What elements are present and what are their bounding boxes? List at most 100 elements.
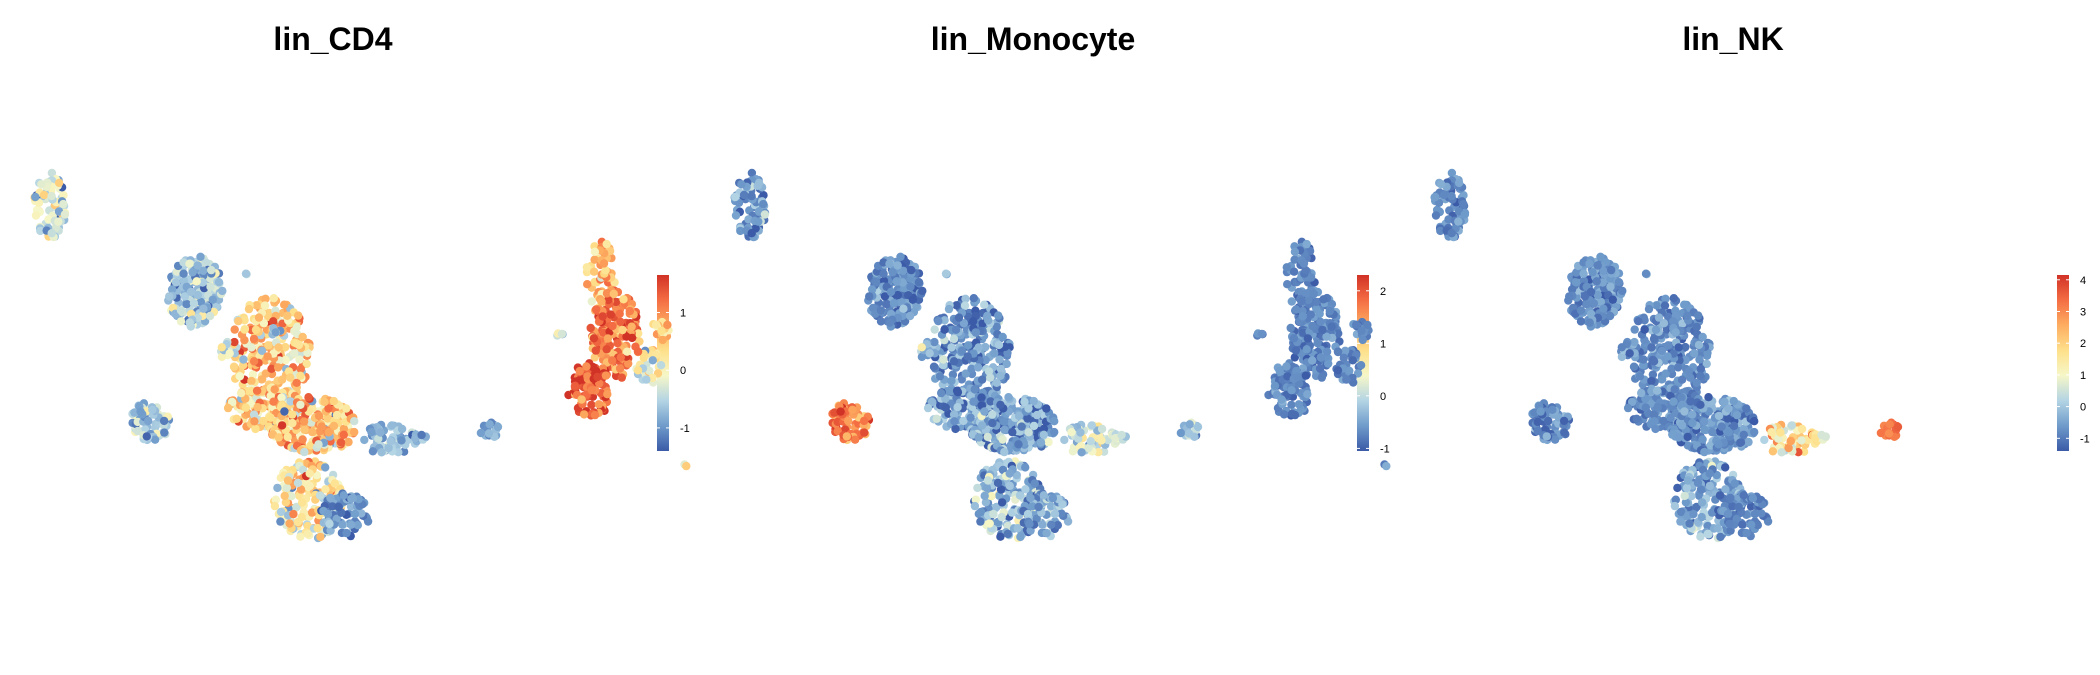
scatter-point [996, 371, 1005, 380]
scatter-point [1729, 396, 1739, 406]
scatter-point [1097, 436, 1106, 445]
scatter-point [47, 191, 56, 201]
scatter-point [1076, 428, 1085, 437]
scatter-point [1750, 427, 1759, 437]
scatter-point [1787, 421, 1797, 430]
scatter-point [1303, 334, 1313, 343]
scatter-point [1659, 416, 1668, 426]
scatter-point [302, 359, 311, 369]
scatter-point [953, 403, 962, 412]
scatter-point [1283, 280, 1292, 289]
scatter-point [1287, 386, 1296, 395]
scatter-point [277, 375, 287, 384]
scatter-point [1747, 520, 1756, 529]
scatter-point [280, 300, 289, 309]
scatter-point [300, 425, 309, 434]
scatter-point [994, 340, 1004, 350]
colorbar-tick-label: 2 [1380, 286, 1386, 298]
scatter-point [251, 325, 261, 334]
scatter-point [251, 424, 260, 434]
scatter-point [625, 306, 634, 316]
scatter-point [998, 435, 1007, 444]
scatter-point [1641, 403, 1651, 412]
scatter-point [1193, 422, 1203, 432]
scatter-point [274, 343, 283, 352]
scatter-point [1632, 414, 1641, 423]
scatter-point [294, 311, 303, 320]
scatter-point [1565, 292, 1574, 301]
scatter-point [1270, 381, 1280, 390]
scatter-point [350, 417, 359, 426]
scatter-point [1673, 483, 1682, 493]
scatter-point [577, 395, 586, 404]
scatter-point [1725, 519, 1734, 529]
colorbar-tick-label: 0 [2080, 402, 2086, 414]
scatter-point [338, 520, 347, 529]
scatter-point [346, 502, 356, 511]
scatter-point [973, 483, 982, 493]
scatter-point [1714, 440, 1723, 449]
scatter-point [317, 422, 326, 431]
scatter-point [339, 430, 348, 439]
scatter-point [633, 366, 643, 375]
colorbar-tick-label: 0 [1380, 391, 1386, 403]
scatter-point [180, 292, 190, 301]
scatter-point [350, 509, 360, 519]
scatter-point [296, 364, 305, 374]
scatter-point [281, 342, 290, 352]
scatter-point [1634, 317, 1643, 326]
scatter-point [1291, 305, 1301, 314]
scatter-point [1688, 410, 1697, 419]
scatter-point [295, 355, 304, 364]
scatter-point [1005, 481, 1014, 491]
scatter-point [214, 278, 224, 287]
scatter-points [30, 168, 503, 543]
scatter-point [277, 421, 287, 430]
scatter-point [1047, 520, 1056, 529]
scatter-point [298, 332, 307, 342]
scatter-point [927, 397, 937, 407]
scatter-point [1677, 421, 1687, 430]
scatter-point [759, 199, 768, 209]
scatter-point [159, 416, 169, 426]
scatter-point [257, 375, 266, 384]
scatter-point [1715, 491, 1725, 500]
scatter-point [270, 385, 279, 394]
scatter-point [288, 418, 297, 428]
scatter-point [1742, 404, 1751, 413]
scatter-point [1060, 435, 1069, 445]
scatter-point [760, 210, 770, 219]
scatter-point [1576, 317, 1586, 326]
scatter-point [997, 512, 1006, 522]
scatter-point [1039, 491, 1049, 500]
scatter-point [739, 190, 749, 200]
scatter-point [986, 397, 995, 406]
scatter-point [963, 352, 972, 361]
scatter-point [951, 424, 960, 434]
scatter-point [292, 322, 301, 332]
scatter-point [148, 405, 157, 414]
scatter-point [959, 416, 968, 426]
scatter-point [1721, 463, 1730, 472]
scatter-point [1097, 424, 1107, 434]
scatter-point [244, 304, 254, 314]
scatter-point [1592, 277, 1601, 286]
scatter-point [935, 372, 945, 381]
scatter-point [954, 313, 964, 322]
scatter-point [597, 297, 606, 306]
scatter-point [144, 416, 153, 426]
scatter-point [1086, 437, 1095, 446]
scatter-point [283, 432, 292, 442]
scatter-point [320, 397, 329, 407]
scatter-point [324, 428, 333, 437]
scatter-point [484, 429, 494, 438]
scatter-point [1635, 372, 1645, 381]
scatter-point [252, 386, 262, 395]
scatter-point [1294, 400, 1304, 409]
scatter-point [1696, 532, 1705, 541]
scatter-point [1301, 371, 1311, 380]
scatter-point [896, 297, 906, 307]
scatter-point [1647, 376, 1656, 386]
scatter-point [1649, 334, 1659, 344]
scatter-point [1050, 509, 1060, 519]
